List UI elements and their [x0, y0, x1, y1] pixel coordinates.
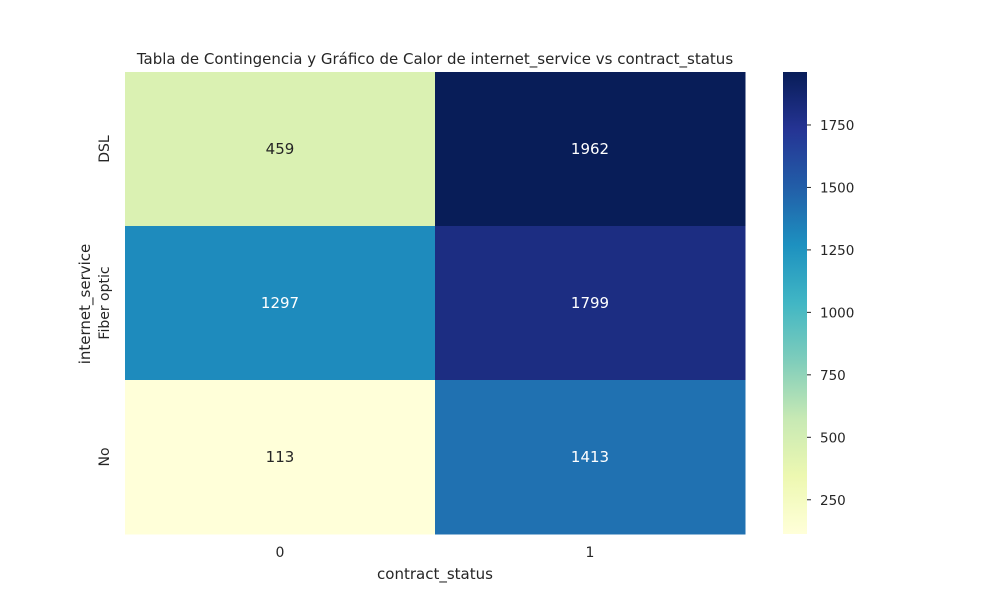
- colorbar-tick-label: 500: [820, 430, 846, 446]
- heatmap-cell: [435, 72, 746, 227]
- colorbar-tick-label: 250: [820, 493, 846, 509]
- cell-value-label: 1799: [571, 294, 609, 312]
- heatmap-cell: [125, 380, 436, 535]
- y-tick-labels: DSL Fiber optic No: [97, 135, 113, 466]
- x-axis-label: contract_status: [377, 565, 493, 584]
- colorbar-tick-label: 1500: [820, 180, 854, 196]
- heatmap-cell: [435, 380, 746, 535]
- heatmap-cell: [125, 72, 436, 227]
- x-tick-label: 1: [586, 545, 595, 561]
- colorbar-tick-label: 1250: [820, 243, 854, 259]
- heatmap-cell: [125, 226, 436, 381]
- colorbar-tick-label: 1000: [820, 305, 854, 321]
- cell-value-label: 459: [266, 140, 295, 158]
- colorbar: 250 500 750 1000 1250 1500 1750: [783, 72, 854, 534]
- x-tick-label: 0: [276, 545, 285, 561]
- colorbar-tick-label: 750: [820, 368, 846, 384]
- cell-value-label: 1962: [571, 140, 609, 158]
- y-tick-label: Fiber optic: [97, 266, 113, 339]
- heatmap-cell: [435, 226, 746, 381]
- cell-value-label: 1297: [261, 294, 299, 312]
- colorbar-ticks: 250 500 750 1000 1250 1500 1750: [807, 118, 854, 509]
- colorbar-tick-label: 1750: [820, 118, 854, 134]
- chart-title: Tabla de Contingencia y Gráfico de Calor…: [136, 50, 733, 69]
- y-tick-label: No: [97, 447, 113, 466]
- cell-value-label: 113: [266, 448, 295, 466]
- heatmap-cells: [125, 72, 746, 535]
- y-axis-label: internet_service: [76, 244, 95, 365]
- y-tick-label: DSL: [97, 135, 113, 163]
- heatmap-cell-labels: 459 1962 1297 1799 113 1413: [261, 140, 609, 466]
- cell-value-label: 1413: [571, 448, 609, 466]
- colorbar-gradient: [783, 72, 807, 534]
